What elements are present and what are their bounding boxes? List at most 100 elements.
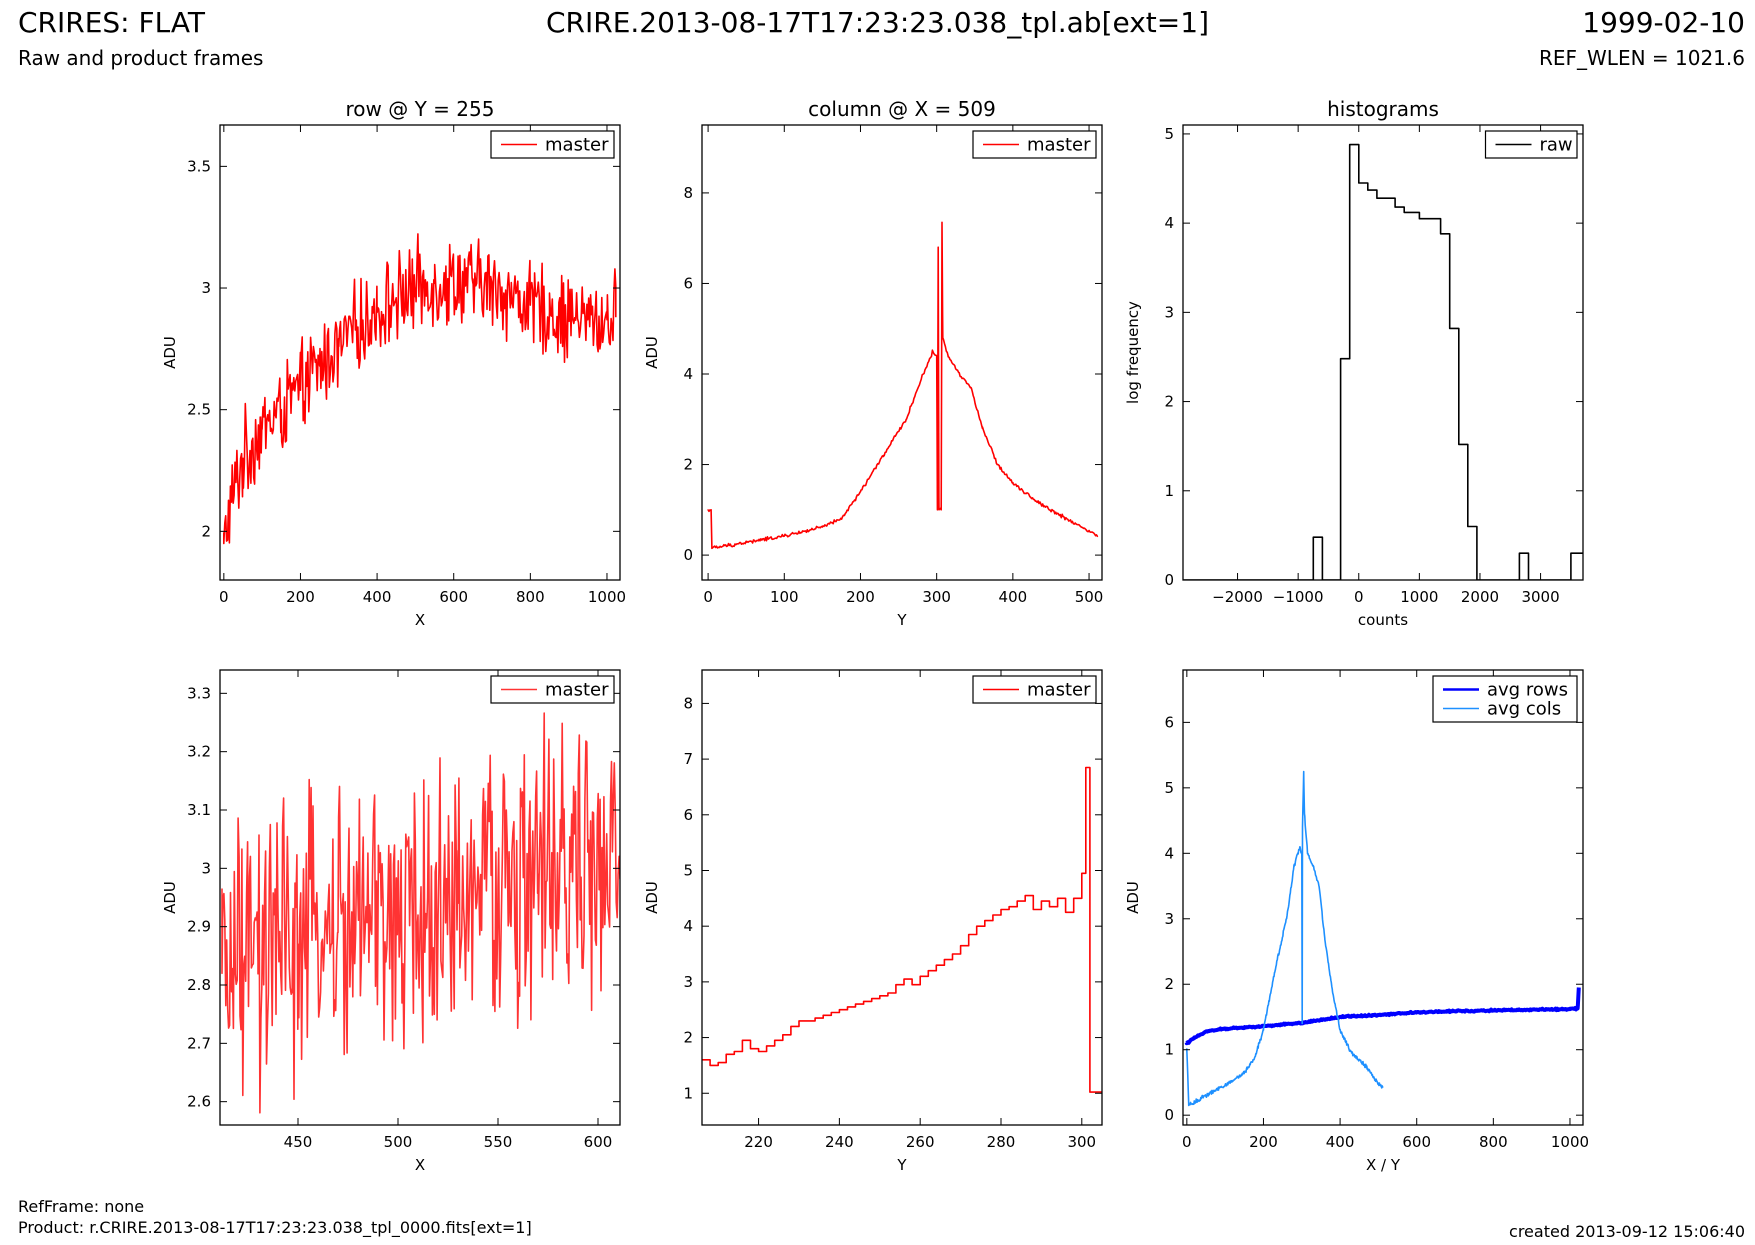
y-axis-label: ADU <box>643 881 661 914</box>
plot-frame <box>1182 124 1584 581</box>
y-tick-label: 0 <box>1164 1106 1174 1124</box>
x-tick-label: 0 <box>1354 588 1364 606</box>
x-tick-label: 100 <box>770 588 799 606</box>
y-tick-label: 2 <box>683 1029 693 1047</box>
y-tick-label: 3.3 <box>187 684 211 702</box>
x-tick-label: 260 <box>906 1133 935 1151</box>
y-tick-label: 0 <box>683 546 693 564</box>
series-line-master <box>221 712 620 1114</box>
x-axis-label: Y <box>896 1156 907 1174</box>
y-tick-label: 0 <box>1164 571 1174 589</box>
legend-entry: raw <box>1540 135 1573 156</box>
legend-entry: master <box>545 135 609 156</box>
y-tick-label: 3 <box>1164 910 1174 928</box>
y-tick-label: 4 <box>1164 214 1174 232</box>
chart-row: 0 200 400 600 800 1000 2 2.5 3 3.5 row @ Y = 255 X A… <box>161 97 626 629</box>
x-tick-label: 600 <box>1402 1133 1431 1151</box>
y-axis-label: ADU <box>161 881 179 914</box>
product-label: Product: r.CRIRE.2013-08-17T17:23:23.038… <box>18 1218 532 1237</box>
chart-row-zoom: 450 500 550 600 2.6 2.7 2.8 2.9 3 3.1 3.2 3.3 X ADU ma… <box>161 669 621 1174</box>
chart-title: row @ Y = 255 <box>346 97 495 121</box>
x-tick-label: 200 <box>846 588 875 606</box>
x-tick-label: 2000 <box>1461 588 1499 606</box>
x-tick-label: −1000 <box>1273 588 1324 606</box>
file-title: CRIRE.2013-08-17T17:23:23.038_tpl.ab[ext… <box>545 6 1209 39</box>
y-tick-label: 8 <box>683 184 693 202</box>
legend: raw <box>1484 130 1578 159</box>
x-tick-label: 0 <box>1182 1133 1192 1151</box>
y-tick-label: 2.8 <box>187 976 211 994</box>
y-tick-label: 1 <box>1164 1041 1174 1059</box>
y-tick-label: 3.2 <box>187 743 211 761</box>
x-tick-label: 400 <box>363 588 392 606</box>
y-tick-label: 3 <box>201 279 211 297</box>
x-tick-label: 450 <box>284 1133 313 1151</box>
x-tick-label: 0 <box>703 588 713 606</box>
y-axis-label: log frequency <box>1124 301 1142 404</box>
x-axis-label: X / Y <box>1366 1156 1401 1174</box>
x-tick-label: 240 <box>825 1133 854 1151</box>
plot-frame <box>219 669 621 1126</box>
x-tick-label: 280 <box>987 1133 1016 1151</box>
series-line-raw <box>1183 143 1583 580</box>
y-tick-label: 7 <box>683 750 693 768</box>
x-tick-label: 800 <box>516 588 545 606</box>
x-tick-label: 1000 <box>1551 1133 1589 1151</box>
x-axis-label: counts <box>1358 611 1408 629</box>
x-tick-label: 500 <box>1075 588 1104 606</box>
y-tick-label: 5 <box>1164 125 1174 143</box>
y-tick-label: 1 <box>683 1084 693 1102</box>
chart-column-zoom: 220 240 260 280 300 1 2 3 4 5 6 7 8 Y ADU master <box>643 669 1103 1174</box>
series-line-master <box>223 233 617 545</box>
plot-frame <box>701 669 1103 1126</box>
x-tick-label: 3000 <box>1521 588 1559 606</box>
x-tick-label: 400 <box>1326 1133 1355 1151</box>
y-tick-label: 3.5 <box>187 157 211 175</box>
y-tick-label: 8 <box>683 694 693 712</box>
legend: master <box>490 130 615 159</box>
y-tick-label: 2.7 <box>187 1034 211 1052</box>
chart-title: histograms <box>1327 97 1439 121</box>
series-line-avg-rows <box>1184 987 1581 1046</box>
date-label: 1999-02-10 <box>1582 6 1745 39</box>
x-tick-label: 1000 <box>1400 588 1438 606</box>
series-line-avg-cols <box>1186 770 1384 1107</box>
y-tick-label: 6 <box>683 274 693 292</box>
legend: master <box>490 675 615 704</box>
y-tick-label: 3 <box>1164 303 1174 321</box>
x-tick-label: 400 <box>999 588 1028 606</box>
x-tick-label: 500 <box>384 1133 413 1151</box>
legend: master <box>972 130 1097 159</box>
y-tick-label: 5 <box>683 861 693 879</box>
x-axis-label: X <box>415 1156 425 1174</box>
y-tick-label: 3 <box>201 859 211 877</box>
y-tick-label: 2.6 <box>187 1093 211 1111</box>
y-tick-label: 6 <box>683 806 693 824</box>
y-tick-label: 3 <box>683 973 693 991</box>
y-tick-label: 2.9 <box>187 918 211 936</box>
x-axis-label: X <box>415 611 425 629</box>
chart-averages: 0 200 400 600 800 1000 0 1 2 3 4 5 6 X / Y ADU avg rows… <box>1124 669 1589 1174</box>
x-tick-label: 1000 <box>588 588 626 606</box>
x-tick-label: 600 <box>439 588 468 606</box>
x-tick-label: 550 <box>484 1133 513 1151</box>
x-axis-label: Y <box>896 611 907 629</box>
y-tick-label: 2 <box>1164 975 1174 993</box>
legend-entry: avg rows <box>1487 680 1568 701</box>
legend-entry: master <box>1027 135 1091 156</box>
legend-entry: avg cols <box>1487 699 1561 720</box>
series-line-master <box>707 221 1099 550</box>
x-tick-label: 600 <box>584 1133 613 1151</box>
chart-title: column @ X = 509 <box>808 97 996 121</box>
y-tick-label: 3.1 <box>187 801 211 819</box>
plot-frame <box>701 124 1103 581</box>
plot-frame <box>1182 669 1584 1126</box>
y-axis-label: ADU <box>161 336 179 369</box>
ref-frame-label: RefFrame: none <box>18 1197 145 1216</box>
y-tick-label: 2.5 <box>187 401 211 419</box>
x-tick-label: 300 <box>1067 1133 1096 1151</box>
plot-frame <box>219 124 621 581</box>
legend: master <box>972 675 1097 704</box>
